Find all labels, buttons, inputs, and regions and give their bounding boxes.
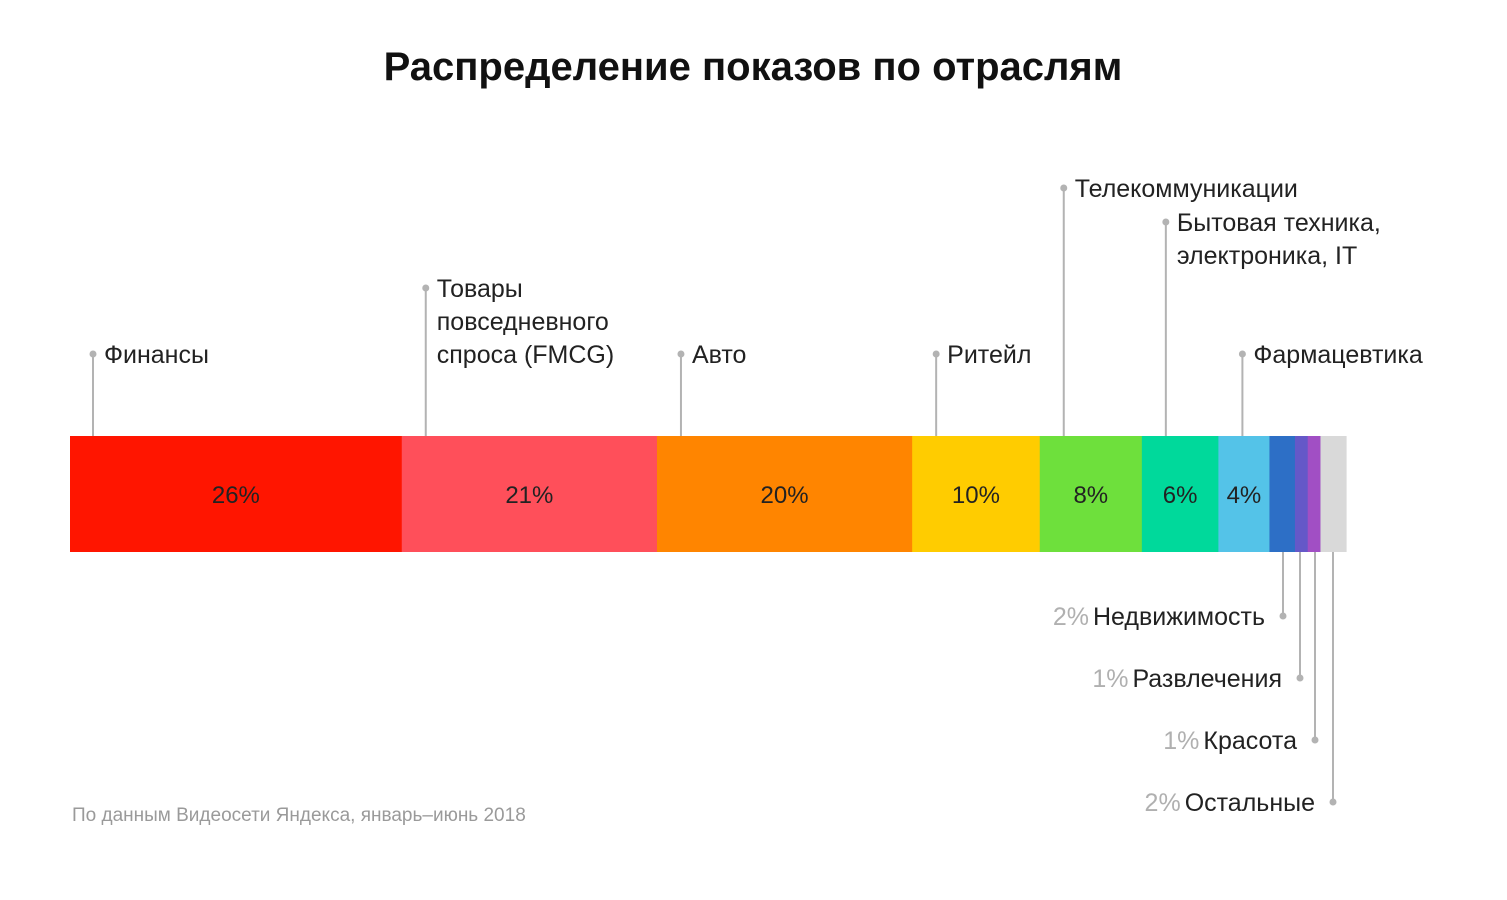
bar-value-label: 4% <box>1227 482 1262 509</box>
bar-segment <box>656 436 913 552</box>
leader-dot <box>422 284 430 292</box>
bar-segment <box>1218 436 1271 552</box>
leader-dot <box>89 350 97 358</box>
category-label: Финансы <box>104 341 209 369</box>
category-labels: Финансы Товары повседневного спроса (FMCG) А… <box>104 175 1423 817</box>
category-label: Товары <box>437 275 523 303</box>
bar-segment <box>1039 436 1143 552</box>
bar-value-label: 8% <box>1073 482 1108 509</box>
category-label: электроника, IT <box>1177 242 1357 270</box>
bar-segment <box>401 436 658 552</box>
category-value: 1% <box>1092 665 1128 693</box>
bar-segment <box>1320 436 1347 552</box>
bar-value-label: 10% <box>952 482 1000 509</box>
category-label: Ритейл <box>947 341 1031 369</box>
category-name: Остальные <box>1185 789 1315 817</box>
category-label: 1% Развлечения <box>1092 665 1282 693</box>
category-label: спроса (FMCG) <box>437 341 614 369</box>
leader-dot <box>1329 798 1337 806</box>
leader-dot <box>932 350 940 358</box>
category-label: Бытовая техника, <box>1177 209 1381 237</box>
bar-value-label: 6% <box>1163 482 1198 509</box>
bar-value-label: 26% <box>212 482 260 509</box>
bar-value-label: 20% <box>761 482 809 509</box>
category-label: Фармацевтика <box>1253 341 1422 369</box>
bar-segment <box>70 436 403 552</box>
bar-segment <box>912 436 1041 552</box>
category-value: 2% <box>1145 789 1181 817</box>
category-label: 2% Недвижимость <box>1053 603 1265 631</box>
bar-value-label: 21% <box>505 482 553 509</box>
category-label: 1% Красота <box>1163 727 1297 755</box>
leader-dot <box>1279 612 1287 620</box>
category-label: Телекоммуникации <box>1075 175 1298 203</box>
leader-dot <box>1162 218 1170 226</box>
leader-dot <box>1238 350 1246 358</box>
category-name: Красота <box>1203 727 1297 755</box>
category-name: Недвижимость <box>1093 603 1265 631</box>
category-name: Развлечения <box>1132 665 1282 693</box>
category-value: 1% <box>1163 727 1199 755</box>
bar-segment <box>1141 436 1219 552</box>
bar-segment <box>1269 436 1296 552</box>
category-label: повседневного <box>437 308 609 336</box>
category-label: 2% Остальные <box>1145 789 1315 817</box>
leader-dot <box>1296 674 1304 682</box>
bar-segment <box>1307 436 1322 552</box>
leader-dot <box>1060 184 1068 192</box>
leader-dot <box>1311 736 1319 744</box>
leader-lines <box>89 184 1337 806</box>
stacked-bar: 26% 21% 20% 10% 8% 6% 4% <box>70 436 1347 552</box>
chart-title: Распределение показов по отраслям <box>384 45 1123 89</box>
leader-dot <box>677 350 685 358</box>
source-note: По данным Видеосети Яндекса, январь–июнь… <box>72 805 526 826</box>
category-label: Авто <box>692 341 746 369</box>
bar-segment <box>1294 436 1309 552</box>
category-value: 2% <box>1053 603 1089 631</box>
